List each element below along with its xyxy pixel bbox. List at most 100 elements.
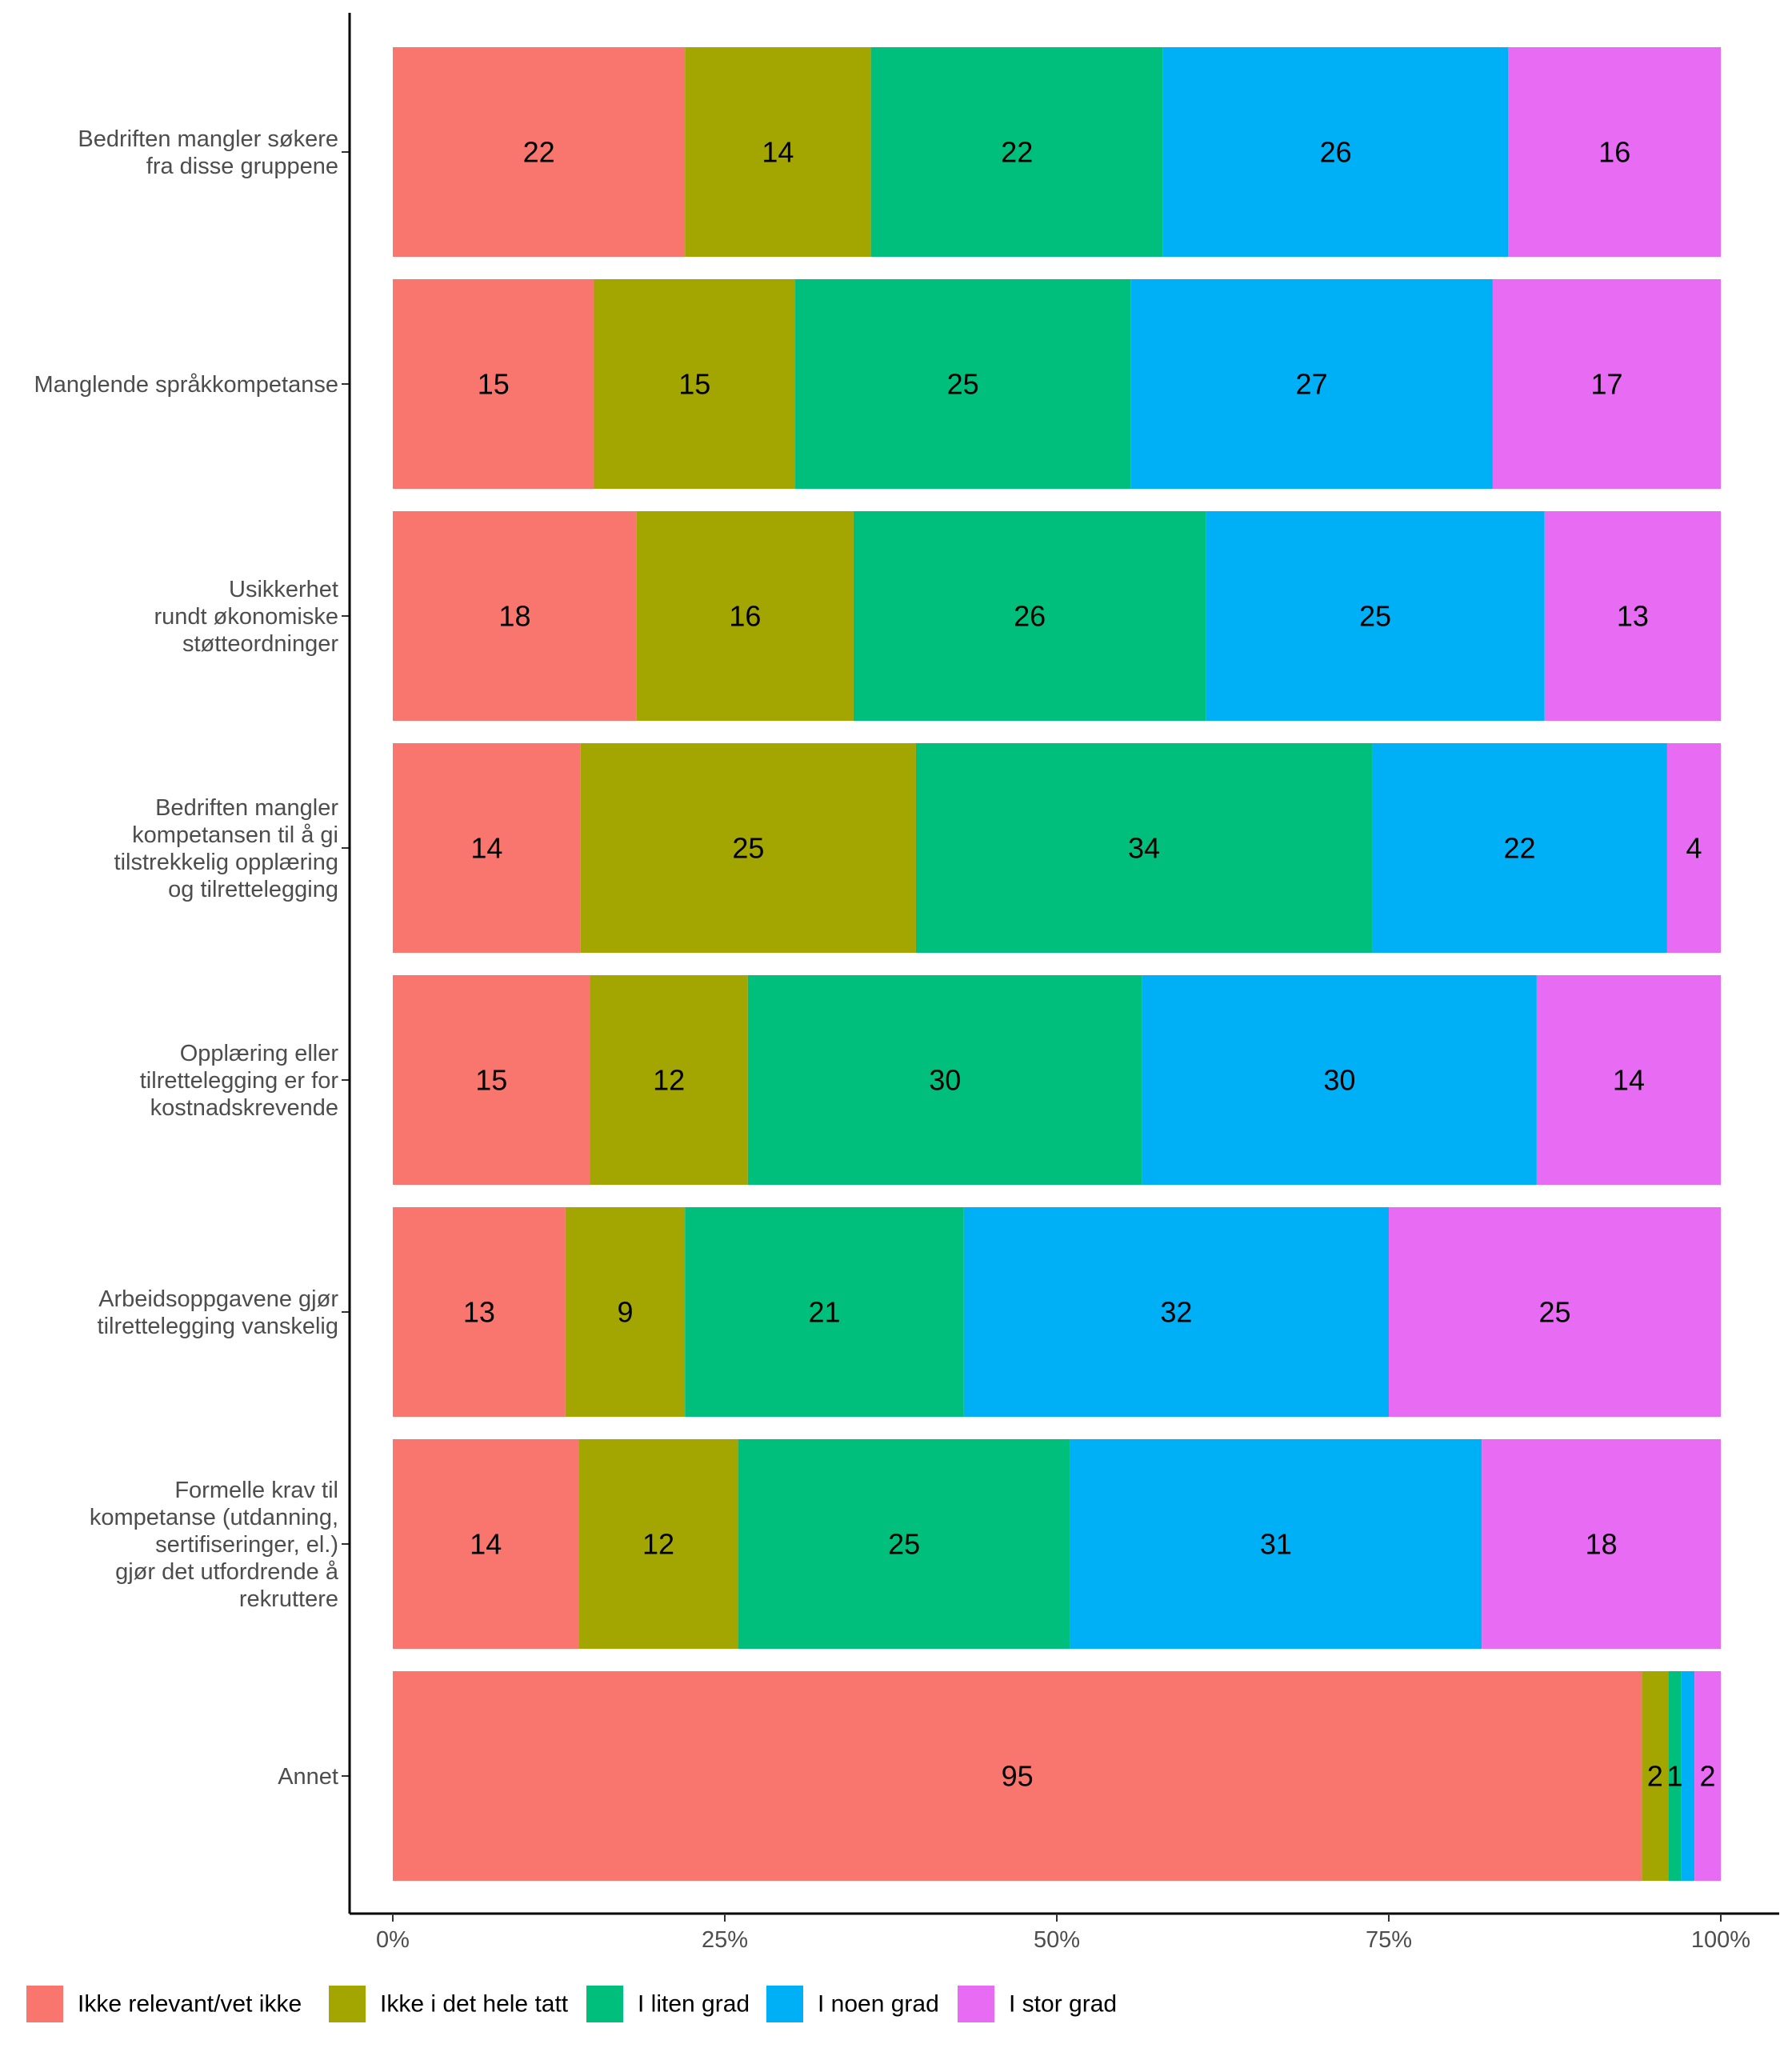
axes-layer: Bedriften mangler søkere fra disse gruppe… <box>34 13 1779 1953</box>
bar-segment <box>1206 511 1545 721</box>
bar-segment <box>393 1439 579 1649</box>
y-category-label-line: rundt økonomiske <box>154 604 339 630</box>
bar-segment <box>747 975 1142 1185</box>
data-label: 9 <box>617 1296 633 1329</box>
data-label: 26 <box>1320 136 1352 169</box>
bar-segment <box>393 1671 1642 1881</box>
data-label: 25 <box>732 832 764 865</box>
legend-label: Ikke i det hele tatt <box>380 1991 569 2018</box>
data-label: 15 <box>475 1064 507 1097</box>
x-tick-label: 0% <box>376 1927 410 1953</box>
bar-segment <box>738 1439 1070 1649</box>
y-category-label-line: og tilrettelegging <box>168 877 338 902</box>
legend-key <box>26 1986 63 2022</box>
bar-segment <box>393 47 686 257</box>
data-label: 25 <box>1538 1296 1570 1329</box>
legend-label: Ikke relevant/vet ikke <box>78 1991 302 2018</box>
bar-segment <box>1162 47 1509 257</box>
bar-segment <box>1130 279 1493 489</box>
data-label: 14 <box>470 1528 502 1561</box>
data-label: 2 <box>1647 1760 1663 1793</box>
x-tick-label: 75% <box>1366 1927 1412 1953</box>
y-category-label-line: Annet <box>278 1764 338 1790</box>
data-label: 32 <box>1160 1296 1192 1329</box>
bar-segment <box>1668 1671 1682 1881</box>
y-category-label: Bedriften mangler søkere fra disse gruppe… <box>78 126 338 179</box>
y-category-label-line: Arbeidsoppgavene gjør <box>98 1286 338 1312</box>
bar-segment <box>393 279 594 489</box>
data-label: 21 <box>808 1296 840 1329</box>
bar-segment <box>1508 47 1721 257</box>
data-label: 27 <box>1296 368 1328 401</box>
data-label: 25 <box>1359 600 1391 633</box>
bar-segment <box>393 511 637 721</box>
bar-segment <box>1544 511 1721 721</box>
data-label: 18 <box>498 600 530 633</box>
bar-segment <box>1694 1671 1721 1881</box>
data-label: 4 <box>1686 832 1702 865</box>
data-label: 25 <box>888 1528 920 1561</box>
data-label: 1 <box>1666 1760 1682 1793</box>
bar-segment <box>1070 1439 1482 1649</box>
data-label: 25 <box>947 368 979 401</box>
bar-segment <box>580 743 916 953</box>
y-category-label-line: tilrettelegging vanskelig <box>98 1314 338 1339</box>
bar-segment <box>594 279 796 489</box>
y-category-label-line: kostnadskrevende <box>150 1095 338 1121</box>
y-category-label-line: rekruttere <box>239 1586 338 1612</box>
bar-segment <box>915 743 1373 953</box>
bar-segment <box>1142 975 1537 1185</box>
y-category-label: Bedriften mangler kompetansen til å gi til… <box>114 795 339 902</box>
data-label: 17 <box>1590 368 1622 401</box>
data-label: 31 <box>1260 1528 1292 1561</box>
y-category-label: Arbeidsoppgavene gjør tilrettelegging van… <box>98 1286 339 1339</box>
data-label: 16 <box>1598 136 1630 169</box>
y-category-label-line: gjør det utfordrende å <box>115 1559 339 1585</box>
bar-segment <box>578 1439 738 1649</box>
bar-segment <box>393 1207 566 1417</box>
legend-label: I stor grad <box>1009 1991 1117 2018</box>
bar-segment <box>870 47 1163 257</box>
bar-segment <box>1372 743 1667 953</box>
data-label: 22 <box>1503 832 1535 865</box>
y-category-label-line: Usikkerhet <box>229 577 338 602</box>
y-category-label-line: Manglende språkkompetanse <box>34 372 338 398</box>
legend-label: I noen grad <box>818 1991 939 2018</box>
legend-key <box>766 1986 803 2022</box>
legend-label: I liten grad <box>638 1991 750 2018</box>
data-label: 2 <box>1700 1760 1716 1793</box>
legend-key <box>958 1986 994 2022</box>
legend: Ikke relevant/vet ikke Ikke i det hele ta… <box>26 1986 1117 2022</box>
data-label: 30 <box>929 1064 961 1097</box>
y-category-label-line: Bedriften mangler søkere <box>78 126 338 152</box>
bar-segment <box>963 1207 1389 1417</box>
x-tick-label: 25% <box>702 1927 748 1953</box>
data-label: 26 <box>1014 600 1046 633</box>
y-category-label-line: kompetanse (utdanning, <box>90 1505 338 1530</box>
data-label: 15 <box>478 368 510 401</box>
data-label: 12 <box>653 1064 685 1097</box>
data-label: 14 <box>762 136 794 169</box>
data-label: 16 <box>729 600 761 633</box>
y-category-label: Usikkerhet rundt økonomiske støtteordninge… <box>154 577 339 657</box>
y-category-label: Opplæring eller tilrettelegging er for kos… <box>140 1041 339 1121</box>
y-category-label-line: Bedriften mangler <box>155 795 338 821</box>
bar-segment <box>1642 1671 1669 1881</box>
legend-key <box>329 1986 366 2022</box>
bar-segment <box>795 279 1131 489</box>
bar-segment <box>685 47 871 257</box>
bar-segment <box>565 1207 686 1417</box>
bar-segment <box>1536 975 1721 1185</box>
x-tick-label: 50% <box>1034 1927 1080 1953</box>
data-label: 30 <box>1323 1064 1355 1097</box>
bar-segment <box>636 511 854 721</box>
data-label: 13 <box>463 1296 495 1329</box>
x-tick-label: 100% <box>1691 1927 1750 1953</box>
y-category-label-line: fra disse gruppene <box>146 154 338 179</box>
y-category-label-line: sertifiseringer, el.) <box>155 1532 338 1558</box>
y-category-label-line: tilstrekkelig opplæring <box>114 850 338 875</box>
bar-segment <box>853 511 1206 721</box>
data-label: 14 <box>470 832 502 865</box>
bar-segment <box>1389 1207 1721 1417</box>
y-category-label-line: Formelle krav til <box>174 1478 338 1503</box>
